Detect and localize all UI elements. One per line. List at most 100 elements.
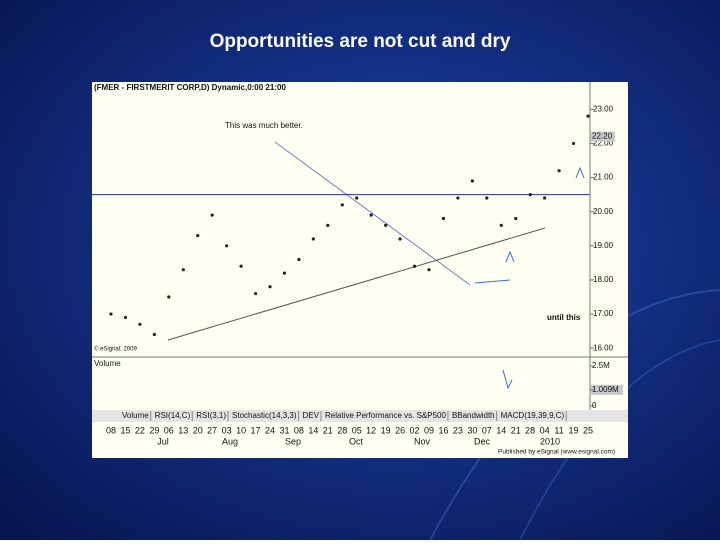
y-tick-label: 22.00 (593, 139, 614, 148)
price-dot (340, 203, 344, 207)
footer: Published by eSignal (www.esignal.com) (498, 449, 615, 456)
x-tick-label: 12 (366, 425, 376, 435)
x-tick-label: 16 (438, 425, 448, 435)
price-dot (210, 213, 214, 217)
price-dot (557, 169, 561, 173)
x-tick-label: 14 (308, 425, 318, 435)
x-tick-label: 15 (120, 425, 130, 435)
copyright: © eSignal, 2009 (94, 346, 137, 353)
price-dot (326, 223, 330, 227)
x-tick-label: 30 (467, 425, 477, 435)
price-dot (586, 114, 590, 118)
x-tick-label: 25 (583, 425, 593, 435)
price-dot (123, 315, 128, 320)
price-dot (485, 196, 489, 200)
tab[interactable]: RSI(14,C) (155, 411, 191, 420)
x-tick-label: 20 (193, 425, 203, 435)
volume-tick-label: 2.5M (592, 361, 610, 370)
x-tick-label: 14 (496, 425, 506, 435)
price-dot (528, 193, 532, 197)
slide-title: Opportunities are not cut and dry (210, 31, 511, 52)
price-dot (514, 216, 518, 221)
x-tick-label: 11 (554, 425, 563, 435)
x-tick-label: 08 (294, 425, 304, 435)
x-tick-label: 07 (482, 425, 492, 435)
price-dot (499, 223, 503, 227)
price-dot (456, 196, 460, 200)
price-dot (225, 244, 229, 248)
x-tick-label: 06 (164, 425, 174, 435)
month-label: Sep (285, 436, 301, 446)
price-dot (412, 264, 417, 268)
y-tick-label: 17.00 (593, 309, 614, 318)
tab[interactable]: RSI(3,1) (196, 411, 226, 420)
x-tick-label: 03 (222, 425, 232, 435)
volume-tick-label: 1.009M (592, 385, 619, 394)
y-tick-label: 21.00 (593, 173, 614, 182)
month-label: Aug (222, 436, 238, 446)
tab[interactable]: MACD(19,39,9,C) (501, 411, 565, 420)
tab[interactable]: Volume (122, 411, 149, 420)
price-dot (109, 312, 113, 316)
x-tick-label: 04 (540, 425, 550, 435)
x-tick-label: 21 (511, 425, 521, 435)
last-price-box (591, 131, 615, 142)
price-dot (427, 268, 431, 272)
chart-window (92, 82, 628, 458)
y-tick-label: 18.00 (593, 275, 614, 284)
trend-line (167, 227, 546, 341)
price-dot (239, 264, 243, 268)
x-tick-label: 29 (149, 425, 159, 435)
price-dot (181, 268, 185, 272)
x-tick-label: 08 (106, 425, 116, 435)
annotation-line (274, 141, 471, 286)
x-tick-label: 28 (337, 425, 347, 435)
month-label: Nov (414, 436, 431, 446)
volume-label: Volume (94, 359, 121, 368)
price-dot (369, 213, 373, 217)
x-tick-label: 19 (381, 425, 391, 435)
price-dot (167, 295, 171, 299)
price-dot (441, 216, 446, 221)
last-price-label: 22.20 (592, 132, 613, 141)
x-tick-label: 13 (178, 425, 188, 435)
price-dot (311, 237, 315, 241)
annotation: This was much better. (225, 121, 303, 130)
y-tick-label: 16.00 (593, 343, 614, 352)
tab[interactable]: Stochastic(14,3,3) (232, 411, 297, 420)
price-dot (543, 196, 547, 200)
tab[interactable]: BBandwidth (452, 411, 495, 420)
price-dot (282, 271, 287, 275)
x-tick-label: 28 (525, 425, 535, 435)
tab[interactable]: Relative Performance vs. S&P500 (325, 411, 446, 420)
price-dot (571, 141, 576, 146)
x-tick-label: 19 (569, 425, 579, 435)
price-dot (268, 285, 272, 289)
month-label: Jul (157, 436, 169, 446)
x-tick-label: 17 (251, 425, 261, 435)
chart-header: (FMER - FIRSTMERIT CORP,D) Dynamic,0:00 … (94, 83, 286, 92)
x-tick-label: 05 (352, 425, 362, 435)
x-tick-label: 21 (323, 425, 333, 435)
price-dot (297, 257, 301, 262)
month-label: Oct (349, 436, 364, 446)
price-dot (253, 291, 258, 296)
x-tick-label: 27 (207, 425, 217, 435)
last-volume-box (591, 384, 623, 395)
hand-marks (474, 166, 585, 390)
x-tick-label: 09 (424, 425, 434, 435)
price-dot (196, 233, 200, 238)
x-tick-label: 24 (265, 425, 275, 435)
price-dot (384, 223, 388, 227)
month-label: 2010 (540, 436, 560, 446)
tab[interactable]: DEV (303, 411, 320, 420)
y-tick-label: 20.00 (593, 207, 614, 216)
price-dot (398, 237, 402, 241)
tab-bar (92, 410, 628, 422)
price-dot (152, 332, 156, 337)
price-dot (355, 196, 359, 200)
y-tick-label: 19.00 (593, 241, 614, 250)
x-tick-label: 02 (410, 425, 420, 435)
